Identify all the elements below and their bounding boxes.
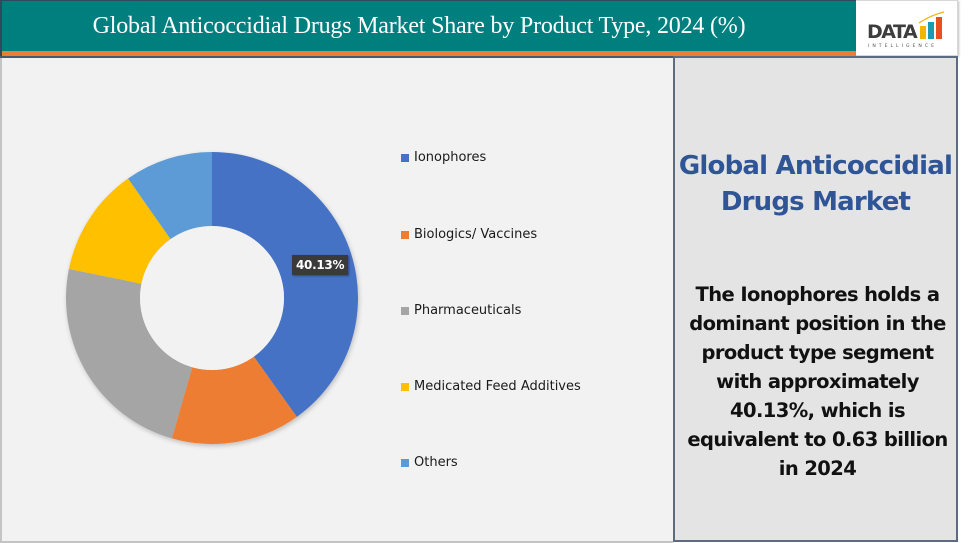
title-bar: Global Anticoccidial Drugs Market Share … <box>0 0 856 51</box>
data-label-ionophores: 40.13% <box>292 255 349 275</box>
legend-label: Ionophores <box>414 150 487 165</box>
summary-title: Global Anticoccidial Drugs Market <box>678 151 953 217</box>
legend-item-medicated-feed-additives[interactable]: Medicated Feed Additives <box>401 379 581 394</box>
logo-bar-1 <box>920 26 926 39</box>
chart-title: Global Anticoccidial Drugs Market Share … <box>92 12 746 39</box>
legend-item-biologics-vaccines[interactable]: Biologics/ Vaccines <box>401 227 537 242</box>
summary-text: The Ionophores holds a dominant position… <box>687 283 948 480</box>
legend-label: Biologics/ Vaccines <box>414 227 538 242</box>
donut-slice-ionophores[interactable] <box>212 152 359 417</box>
logo-bar-2 <box>928 22 934 39</box>
summary-panel: Global Anticoccidial Drugs Market The Io… <box>673 56 958 542</box>
donut-hole <box>140 226 284 370</box>
legend-swatch-icon <box>401 306 409 315</box>
logo-bar-3 <box>936 17 942 39</box>
legend-item-ionophores[interactable]: Ionophores <box>401 150 486 165</box>
data-intelligence-logo-icon: DATA INTELLIGENCE <box>867 11 945 49</box>
logo-subword: INTELLIGENCE <box>868 43 937 49</box>
logo-word: DATA <box>867 21 918 43</box>
accent-bar <box>0 51 856 56</box>
divider <box>0 56 673 58</box>
donut-slice-pharmaceuticals[interactable] <box>66 269 193 439</box>
legend-label: Others <box>414 455 458 470</box>
donut-slice-biologics-vaccines[interactable] <box>171 356 297 444</box>
chart-area: 40.13% Ionophores Biologics/ Vaccines Ph… <box>0 58 673 543</box>
logo-arc <box>918 11 945 24</box>
donut-chart <box>66 152 359 444</box>
legend-item-others[interactable]: Others <box>401 455 458 470</box>
legend-item-pharmaceuticals[interactable]: Pharmaceuticals <box>401 303 521 318</box>
legend-swatch-icon <box>401 230 409 239</box>
donut-slice-others[interactable] <box>128 152 212 240</box>
legend-swatch-icon <box>401 458 409 467</box>
legend-label: Pharmaceuticals <box>414 303 522 318</box>
donut-slice-medicated-feed-additives[interactable] <box>68 178 171 284</box>
legend-label: Medicated Feed Additives <box>414 379 581 394</box>
brand-logo: DATA INTELLIGENCE <box>856 0 958 56</box>
legend-swatch-icon <box>401 382 409 391</box>
legend-swatch-icon <box>401 153 409 162</box>
